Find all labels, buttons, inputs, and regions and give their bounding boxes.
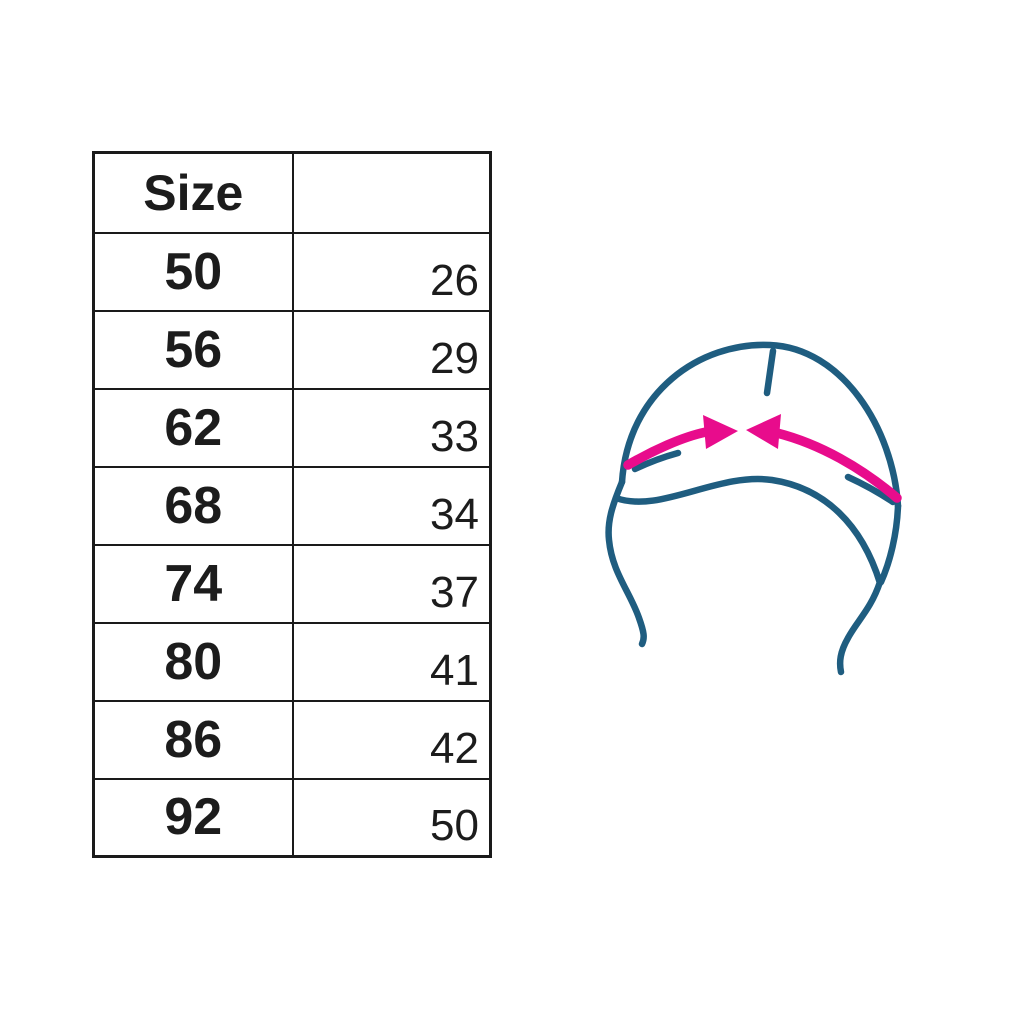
hat-crown-dome (618, 341, 902, 510)
table-row: 50 26 (92, 231, 492, 312)
hat-crown-right-edge (877, 502, 902, 586)
hat-right-fold-line (844, 473, 897, 506)
table-row: 62 33 (92, 387, 492, 468)
table-row: 56 29 (92, 309, 492, 390)
left-arrowhead-icon (703, 415, 738, 449)
hat-left-tie (605, 478, 647, 648)
right-arrow-shaft (772, 428, 902, 503)
size-cell: 50 (92, 231, 294, 312)
table-row: 92 50 (92, 777, 492, 858)
measurement-cell: 34 (291, 465, 492, 546)
measurement-cell: 42 (291, 699, 492, 780)
size-cell: 56 (92, 309, 294, 390)
measurement-cell: 37 (291, 543, 492, 624)
measurement-column-header (291, 151, 492, 234)
measurement-cell: 50 (291, 777, 492, 858)
size-cell: 80 (92, 621, 294, 702)
measurement-cell: 26 (291, 231, 492, 312)
table-header-row: Size (92, 151, 492, 234)
measurement-cell: 33 (291, 387, 492, 468)
left-arrow-shaft (623, 427, 711, 470)
size-cell: 68 (92, 465, 294, 546)
table-body: 50 26 56 29 62 33 68 34 74 37 80 41 86 42 92 50 (92, 231, 492, 858)
hat-left-fold-line (631, 449, 682, 473)
circumference-arrows (623, 427, 902, 503)
hat-outline (605, 341, 902, 676)
measurement-cell: 29 (291, 309, 492, 390)
size-cell: 74 (92, 543, 294, 624)
table-row: 68 34 (92, 465, 492, 546)
hat-illustration (605, 341, 902, 676)
hat-band-sweep (612, 475, 884, 587)
table-row: 86 42 (92, 699, 492, 780)
measurement-cell: 41 (291, 621, 492, 702)
hat-top-seam (763, 347, 777, 397)
right-arrowhead-icon (746, 414, 781, 449)
size-table: Size 50 26 56 29 62 33 68 34 74 37 80 41 86 42 92 50 (92, 151, 492, 858)
size-cell: 62 (92, 387, 294, 468)
size-cell: 92 (92, 777, 294, 858)
table-row: 80 41 (92, 621, 492, 702)
size-column-header: Size (92, 151, 294, 234)
table-row: 74 37 (92, 543, 492, 624)
hat-right-tie (836, 578, 884, 676)
size-cell: 86 (92, 699, 294, 780)
